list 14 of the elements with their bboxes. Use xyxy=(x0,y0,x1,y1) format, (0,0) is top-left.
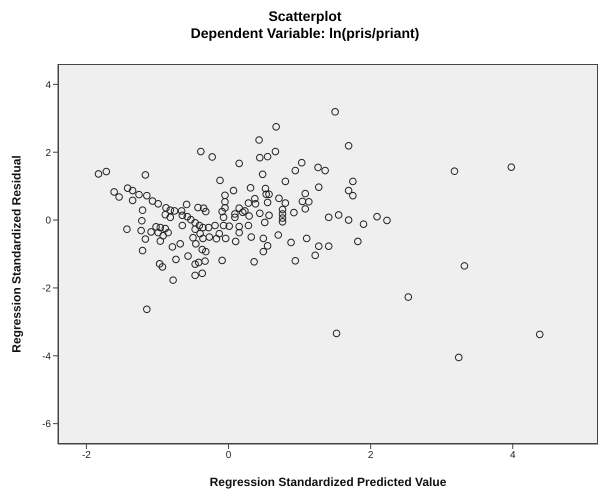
x-tick-label: 2 xyxy=(368,450,374,462)
y-tick-label: 2 xyxy=(45,148,52,159)
y-tick-label: -6 xyxy=(42,419,52,430)
x-axis-title: Regression Standardized Predicted Value xyxy=(210,475,447,489)
chart-subtitle: Dependent Variable: ln(pris/priant) xyxy=(190,25,420,41)
x-tick-label: 4 xyxy=(510,450,516,462)
y-tick-label: 4 xyxy=(45,80,52,91)
y-axis-title: Regression Standardized Residual xyxy=(9,155,24,353)
y-tick-label: -2 xyxy=(42,283,52,294)
chart-title: Scatterplot xyxy=(267,8,343,24)
y-tick-label: -4 xyxy=(42,351,52,362)
x-tick-label: 0 xyxy=(226,450,232,462)
y-tick-label: 0 xyxy=(45,216,52,227)
x-tick-label: -2 xyxy=(82,450,92,462)
